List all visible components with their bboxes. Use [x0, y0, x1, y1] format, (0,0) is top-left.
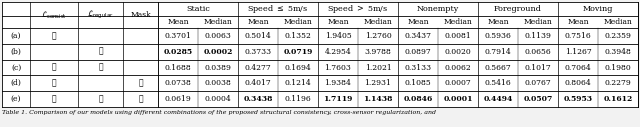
Text: Moving: Moving: [583, 5, 613, 13]
Text: 0.5953: 0.5953: [563, 95, 593, 103]
Text: ✓: ✓: [52, 32, 56, 40]
Text: 0.5416: 0.5416: [484, 79, 511, 87]
Text: ✓: ✓: [52, 95, 56, 103]
Text: Nonempty: Nonempty: [417, 5, 459, 13]
Text: Mask: Mask: [130, 11, 151, 19]
Text: 0.7914: 0.7914: [484, 48, 511, 56]
Text: Median: Median: [284, 18, 312, 26]
Text: Mean: Mean: [327, 18, 349, 26]
Text: 1.2760: 1.2760: [365, 32, 392, 40]
Text: 0.0846: 0.0846: [403, 95, 433, 103]
Text: 0.0002: 0.0002: [204, 48, 233, 56]
Text: 0.0389: 0.0389: [205, 64, 232, 72]
Text: (a): (a): [11, 32, 21, 40]
Text: 0.7064: 0.7064: [564, 64, 591, 72]
Text: 0.0004: 0.0004: [205, 95, 232, 103]
Text: 0.0507: 0.0507: [524, 95, 553, 103]
Text: (d): (d): [11, 79, 21, 87]
Text: 1.7603: 1.7603: [324, 64, 351, 72]
Text: (c): (c): [11, 64, 21, 72]
Text: Median: Median: [604, 18, 632, 26]
Text: ✓: ✓: [138, 95, 143, 103]
Text: 0.4017: 0.4017: [244, 79, 271, 87]
Text: Median: Median: [524, 18, 552, 26]
Text: 0.4277: 0.4277: [244, 64, 271, 72]
Text: 0.7516: 0.7516: [564, 32, 591, 40]
Text: 0.3438: 0.3438: [243, 95, 273, 103]
Text: $\mathcal{L}_{\rm regular}$: $\mathcal{L}_{\rm regular}$: [87, 9, 114, 21]
Text: 0.0767: 0.0767: [525, 79, 552, 87]
Text: Speed $>$ 5m/s: Speed $>$ 5m/s: [328, 3, 388, 15]
Text: 0.2359: 0.2359: [605, 32, 632, 40]
Text: ✓: ✓: [98, 95, 103, 103]
Text: 0.3437: 0.3437: [404, 32, 431, 40]
Text: Static: Static: [186, 5, 210, 13]
Text: 0.0020: 0.0020: [445, 48, 472, 56]
Bar: [2, 2, 638, 107]
Text: 0.1612: 0.1612: [604, 95, 632, 103]
Text: 0.2279: 0.2279: [605, 79, 632, 87]
Text: 0.3133: 0.3133: [404, 64, 431, 72]
Text: 0.1196: 0.1196: [285, 95, 312, 103]
Text: 0.5667: 0.5667: [484, 64, 511, 72]
Text: 1.2021: 1.2021: [365, 64, 392, 72]
Text: 0.1085: 0.1085: [404, 79, 431, 87]
Text: 0.8064: 0.8064: [564, 79, 591, 87]
Text: Median: Median: [444, 18, 472, 26]
Text: 0.1352: 0.1352: [285, 32, 312, 40]
Text: 0.4494: 0.4494: [483, 95, 513, 103]
Text: Mean: Mean: [167, 18, 189, 26]
Text: 0.0719: 0.0719: [284, 48, 313, 56]
Text: 1.2931: 1.2931: [365, 79, 392, 87]
Text: 4.2954: 4.2954: [324, 48, 351, 56]
Text: Foreground: Foreground: [494, 5, 542, 13]
Text: 0.0738: 0.0738: [164, 79, 191, 87]
Text: 1.9405: 1.9405: [324, 32, 351, 40]
Text: 0.0285: 0.0285: [163, 48, 193, 56]
Text: 0.0619: 0.0619: [164, 95, 191, 103]
Text: 0.0656: 0.0656: [525, 48, 552, 56]
Text: 1.9384: 1.9384: [324, 79, 351, 87]
Text: 1.1438: 1.1438: [364, 95, 393, 103]
Text: 0.0001: 0.0001: [444, 95, 473, 103]
Text: 0.3701: 0.3701: [164, 32, 191, 40]
Text: ✓: ✓: [98, 64, 103, 72]
Text: 0.5936: 0.5936: [484, 32, 511, 40]
Text: 0.1139: 0.1139: [525, 32, 552, 40]
Text: 0.3733: 0.3733: [244, 48, 271, 56]
Text: Mean: Mean: [487, 18, 509, 26]
Text: Median: Median: [204, 18, 232, 26]
Text: Mean: Mean: [567, 18, 589, 26]
Text: $\mathcal{L}_{\rm consist}$: $\mathcal{L}_{\rm consist}$: [41, 9, 67, 21]
Text: 0.0897: 0.0897: [404, 48, 431, 56]
Text: 0.0062: 0.0062: [445, 64, 472, 72]
Text: ✓: ✓: [52, 79, 56, 87]
Text: 0.0081: 0.0081: [445, 32, 472, 40]
Text: 0.1980: 0.1980: [605, 64, 632, 72]
Text: Table 1. Comparison of our models using different combinations of the proposed s: Table 1. Comparison of our models using …: [2, 110, 436, 115]
Text: Mean: Mean: [247, 18, 269, 26]
Text: 0.1694: 0.1694: [285, 64, 312, 72]
Text: ✓: ✓: [98, 48, 103, 56]
Text: Median: Median: [364, 18, 392, 26]
Text: 0.0007: 0.0007: [445, 79, 472, 87]
Text: Mean: Mean: [407, 18, 429, 26]
Text: ✓: ✓: [138, 79, 143, 87]
Text: 0.0063: 0.0063: [205, 32, 232, 40]
Text: 1.1267: 1.1267: [564, 48, 591, 56]
Text: 0.1214: 0.1214: [285, 79, 312, 87]
Text: (b): (b): [11, 48, 21, 56]
Text: 0.1688: 0.1688: [164, 64, 191, 72]
Text: 0.1017: 0.1017: [525, 64, 552, 72]
Text: 1.7119: 1.7119: [323, 95, 353, 103]
Text: (e): (e): [11, 95, 21, 103]
Text: 0.5014: 0.5014: [244, 32, 271, 40]
Text: Speed $\leq$ 5m/s: Speed $\leq$ 5m/s: [248, 3, 308, 15]
Text: 0.3948: 0.3948: [605, 48, 632, 56]
Text: 0.0038: 0.0038: [205, 79, 232, 87]
Text: ✓: ✓: [52, 64, 56, 72]
Text: 3.9788: 3.9788: [365, 48, 392, 56]
